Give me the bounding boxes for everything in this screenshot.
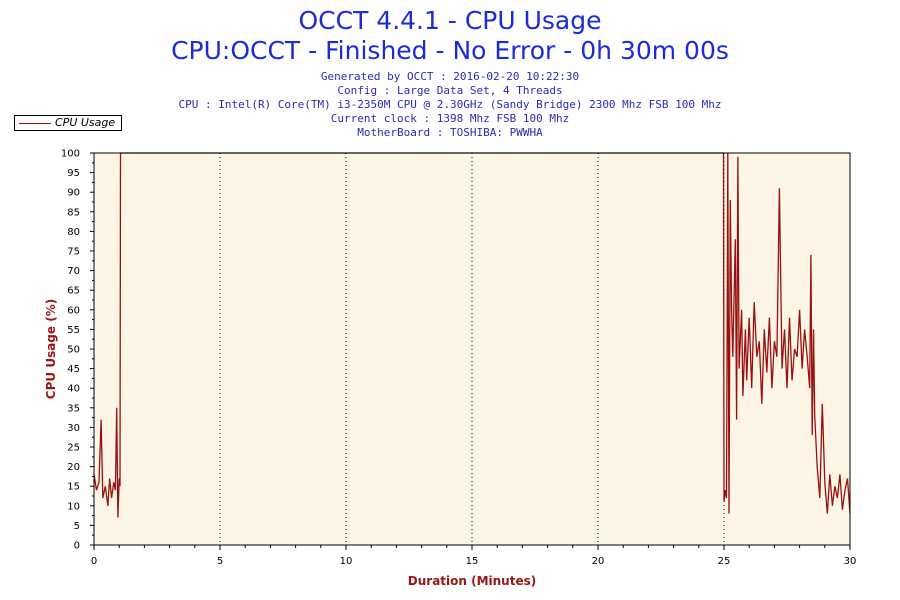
y-tick-label: 50 — [67, 345, 80, 356]
series-line-cpu-usage — [93, 152, 851, 518]
y-tick-label: 15 — [67, 482, 80, 493]
x-axis: 0 5 10 15 20 25 30 — [91, 545, 857, 567]
chart-legend: CPU Usage — [14, 115, 122, 131]
x-tick-label: 10 — [340, 556, 353, 567]
y-tick-label: 75 — [67, 247, 80, 258]
y-tick-label: 80 — [67, 227, 80, 238]
y-tick-label: 85 — [67, 207, 80, 218]
y-tick-label: 70 — [67, 266, 80, 277]
info-clock: Current clock : 1398 Mhz FSB 100 Mhz — [330, 112, 570, 125]
chart-title: OCCT 4.4.1 - CPU Usage — [298, 6, 602, 35]
y-tick-label: 0 — [74, 541, 80, 552]
y-axis-title: CPU Usage (%) — [44, 299, 58, 399]
info-config: Config : Large Data Set, 4 Threads — [337, 84, 563, 97]
x-tick-label: 0 — [91, 556, 97, 567]
y-tick-label: 30 — [67, 423, 80, 434]
x-tick-label: 5 — [217, 556, 223, 567]
y-tick-label: 95 — [67, 168, 80, 179]
legend-swatch — [19, 123, 51, 124]
y-tick-label: 20 — [67, 462, 80, 473]
y-tick-label: 5 — [74, 521, 80, 532]
info-motherboard: MotherBoard : TOSHIBA: PWWHA — [357, 126, 543, 139]
chart-subtitle: CPU:OCCT - Finished - No Error - 0h 30m … — [171, 36, 729, 65]
x-axis-title: Duration (Minutes) — [408, 574, 536, 588]
y-tick-label: 100 — [61, 149, 80, 160]
info-cpu: CPU : Intel(R) Core(TM) i3-2350M CPU @ 2… — [178, 98, 722, 111]
x-tick-label: 20 — [592, 556, 605, 567]
plot-frame — [93, 152, 851, 546]
info-generated: Generated by OCCT : 2016-02-20 10:22:30 — [320, 70, 580, 83]
x-tick-label: 25 — [718, 556, 731, 567]
legend-label: CPU Usage — [55, 116, 116, 129]
y-tick-label: 65 — [67, 286, 80, 297]
y-axis: 0 5 10 15 20 25 30 35 40 45 50 55 60 65 70 75 80 85 90 95 10… — [61, 149, 94, 552]
y-tick-label: 90 — [67, 188, 80, 199]
y-tick-label: 40 — [67, 384, 80, 395]
y-tick-label: 35 — [67, 403, 80, 414]
y-tick-label: 45 — [67, 364, 80, 375]
y-tick-label: 10 — [67, 501, 80, 512]
y-tick-label: 60 — [67, 305, 80, 316]
x-tick-label: 30 — [844, 556, 857, 567]
y-tick-label: 25 — [67, 443, 80, 454]
x-tick-label: 15 — [466, 556, 479, 567]
y-tick-label: 55 — [67, 325, 80, 336]
